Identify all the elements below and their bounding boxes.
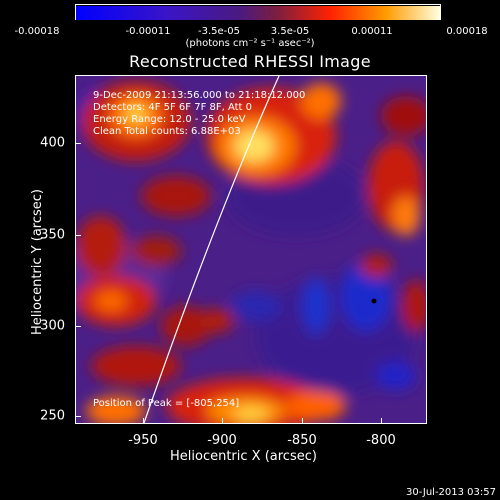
rhessi-image: [75, 75, 427, 424]
colorbar-units: (photons cm⁻² s⁻¹ asec⁻²): [185, 38, 315, 49]
colorbar-tick: -0.00011: [125, 26, 171, 37]
info-energy: Energy Range: 12.0 - 25.0 keV: [93, 114, 246, 125]
x-tick-mark: [381, 418, 382, 424]
x-tick-label: -800: [366, 433, 396, 448]
colorbar-tick: 0.00018: [446, 26, 488, 37]
info-clean: Clean Total counts: 6.88E+03: [93, 126, 241, 137]
colorbar: [75, 4, 441, 20]
colorbar-tick: -3.5e-05: [198, 26, 240, 37]
y-tick-mark: [75, 143, 81, 144]
date-stamp: 30-Jul-2013 03:57: [405, 487, 496, 498]
colorbar-tick: 0.00011: [351, 26, 393, 37]
colorbar-tick: 3.5e-05: [270, 26, 310, 37]
rhessi-image-svg: [76, 76, 426, 423]
y-tick-mark: [75, 326, 81, 327]
x-tick-label: -950: [128, 433, 158, 448]
x-tick-label: -850: [287, 433, 317, 448]
colorbar-tick: -0.00018: [14, 26, 60, 37]
solar-limb: [143, 76, 280, 423]
x-tick-mark: [143, 418, 144, 424]
y-tick-label: 250: [40, 408, 65, 424]
colorbar-gradient: [76, 6, 440, 20]
x-axis-label: Heliocentric X (arcsec): [170, 449, 317, 464]
y-tick-mark: [75, 416, 81, 417]
y-tick-label: 400: [40, 135, 65, 151]
y-tick-label: 350: [40, 227, 65, 243]
y-tick-label: 300: [40, 318, 65, 334]
x-tick-mark: [302, 418, 303, 424]
peak-dot: [371, 298, 377, 304]
peak-position: Position of Peak = [-805,254]: [93, 398, 240, 409]
info-detectors: Detectors: 4F 5F 6F 7F 8F, Att 0: [93, 102, 253, 113]
plot-title: Reconstructed RHESSI Image: [129, 52, 371, 71]
x-tick-mark: [222, 418, 223, 424]
x-tick-label: -900: [207, 433, 237, 448]
y-tick-mark: [75, 235, 81, 236]
info-time-range: 9-Dec-2009 21:13:56.000 to 21:18:12.000: [93, 90, 306, 101]
y-axis-label: Heliocentric Y (arcsec): [30, 189, 45, 335]
